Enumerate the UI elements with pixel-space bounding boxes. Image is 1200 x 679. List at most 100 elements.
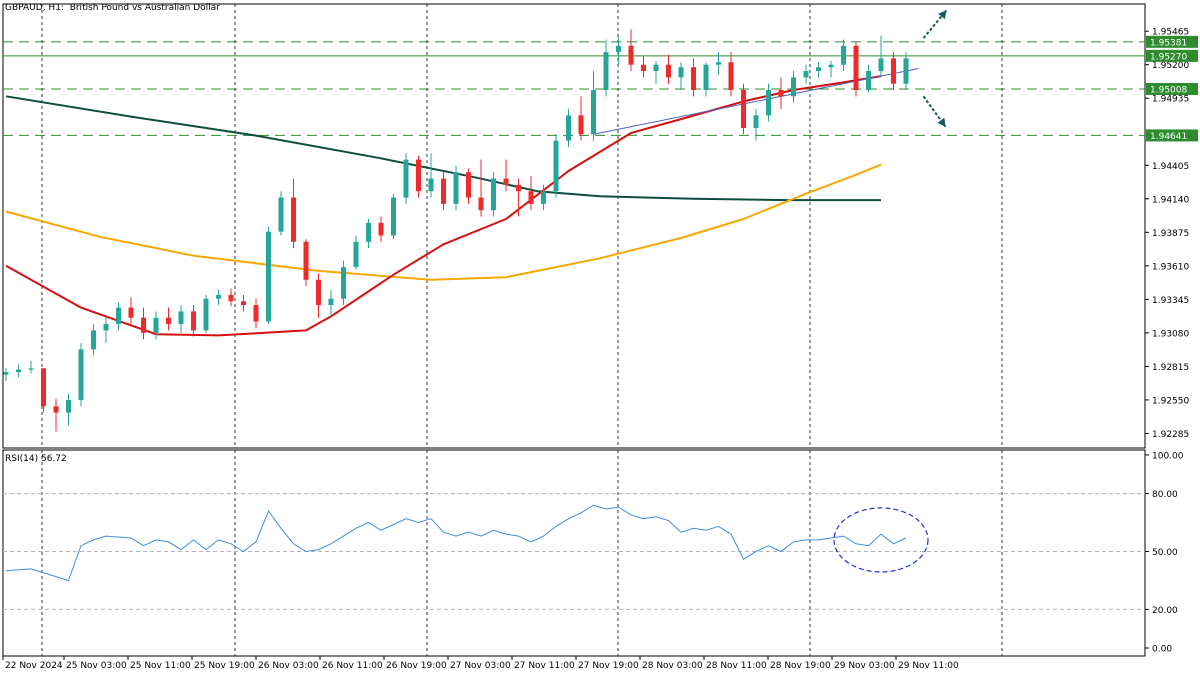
rsi-tick-label: 20.00 [1152,606,1178,616]
level-label: 1.95381 [1150,38,1187,48]
candle-body-bull [866,71,871,91]
price-tick-label: 1.92815 [1152,363,1189,373]
time-label: 25 Nov 03:00 [66,661,127,671]
rsi-tick-label: 100.00 [1152,452,1184,462]
candle-body-bull [678,67,684,78]
candle-body-bull [653,64,659,72]
candle-body-bull [553,140,559,192]
header-sep-1: , [42,3,49,13]
time-label: 28 Nov 03:00 [642,661,703,671]
candle-body-bull [266,231,271,322]
price-tick-label: 1.94935 [1152,95,1189,105]
candle-body-bear [291,197,296,242]
candle-body-bear [478,197,484,211]
level-label: 1.94641 [1150,132,1187,142]
candle-body-bull [216,294,221,299]
candle-body-bear [378,222,384,236]
candle-body-bear [741,90,746,128]
header-sep-2: : [60,3,70,13]
price-tick-label: 1.93610 [1152,262,1189,272]
candle-body-bear [228,294,234,302]
time-label: 26 Nov 19:00 [386,661,447,671]
candle-body-bull [591,90,596,135]
candle-body-bear [191,311,196,331]
level-label-box [1146,83,1198,96]
rsi-highlight-ellipse [833,507,929,573]
candle-body-bull [878,58,884,72]
candle-body-bear [778,90,784,97]
time-label: 29 Nov 11:00 [898,661,959,671]
candle-body-bull [903,58,909,84]
price-tick-label: 1.94405 [1152,162,1189,172]
candle-body-bull [491,178,496,211]
candle-body-bull [766,90,771,116]
candle-body-bull [353,241,359,268]
timeframe-label: H1 [48,3,61,13]
candle-body-bull [103,324,109,331]
candle-body-bull [16,369,21,373]
price-tick-label: 1.95465 [1152,28,1189,38]
price-tick-label: 1.92550 [1152,396,1189,406]
rsi-tick-label: 50.00 [1152,548,1178,558]
candle-body-bull [816,67,821,72]
candle-body-bull [616,45,621,53]
candle-body-bull [28,368,34,370]
price-tick-label: 1.92285 [1152,430,1189,440]
candle-body-bull [153,317,159,333]
candle-body-bull [703,64,709,91]
price-tick-label: 1.93345 [1152,296,1189,306]
candle-body-bear [241,301,246,306]
rsi-header: RSI(14) 56.72 [5,454,67,464]
candle-body-bear [128,307,134,318]
candle-body-bear [416,159,421,192]
time-label: 26 Nov 03:00 [258,661,319,671]
price-tick-label: 1.93875 [1152,229,1189,239]
price-tick-label: 1.94140 [1152,195,1189,205]
candle-body-bear [466,172,471,198]
candle-body-bear [578,115,584,135]
candle-body-bull [328,298,334,306]
candle-body-bull [391,197,396,236]
candle-body-bear [303,241,309,280]
time-label: 22 Nov 2024 [5,661,63,671]
candle-body-bull [116,307,121,325]
trendline [593,68,919,135]
rsi-line [5,504,907,582]
candle-body-bull [178,311,184,325]
candle-body-bull [716,62,721,65]
candle-body-bull [341,267,346,299]
time-label: 29 Nov 03:00 [834,661,895,671]
level-label: 1.95008 [1150,86,1187,96]
time-label: 27 Nov 19:00 [578,661,639,671]
candle-body-bear [53,406,59,413]
price-tick-label: 1.93080 [1152,329,1189,339]
candle-body-bull [566,115,571,141]
candle-body-bull [803,71,809,78]
main-panel-frame [2,3,1146,449]
rsi-value: 56.72 [40,454,67,464]
time-label: 28 Nov 11:00 [706,661,767,671]
breakdown-arrow-head [937,117,946,127]
candle-body-bear [441,178,446,204]
candle-body-bull [753,115,759,128]
rsi-tick-label: 80.00 [1152,490,1178,500]
breakout-up-arrow-head [938,10,947,20]
symbol-label: GBPAUD [5,3,43,13]
candle-body-bear [891,58,896,84]
candle-body-bear [628,45,634,65]
candle-body-bull [791,77,796,97]
time-label: 27 Nov 03:00 [450,661,511,671]
level-label: 1.95270 [1150,52,1187,62]
time-label: 25 Nov 19:00 [194,661,255,671]
rsi-panel-frame [2,449,1146,657]
ma-mid-line [5,163,882,281]
candle-body-bull [66,399,71,413]
candle-body-bull [203,298,209,331]
candle-body-bull [453,172,459,204]
candle-body-bull [841,45,846,65]
candle-body-bear [503,178,509,185]
candle-body-bull [91,330,96,350]
candle-body-bull [3,372,9,375]
